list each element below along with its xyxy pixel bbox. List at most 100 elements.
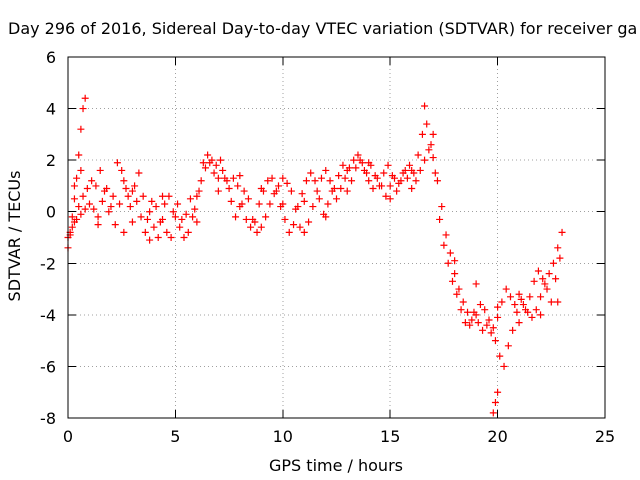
data-point: [227, 197, 235, 205]
data-point: [184, 228, 192, 236]
data-point: [466, 321, 474, 329]
data-point: [77, 125, 85, 133]
data-point: [455, 285, 463, 293]
data-point: [429, 130, 437, 138]
data-point: [75, 151, 83, 159]
data-point: [526, 293, 534, 301]
data-point: [275, 182, 283, 190]
data-point: [397, 177, 405, 185]
data-point: [180, 234, 188, 241]
data-point: [464, 308, 472, 316]
data-point: [212, 161, 220, 169]
data-point: [294, 203, 302, 211]
data-point: [105, 208, 113, 216]
data-point: [154, 234, 162, 241]
data-point: [494, 388, 502, 396]
data-point: [474, 319, 482, 327]
x-tick-label: 20: [487, 427, 507, 446]
data-point: [491, 337, 499, 345]
data-point: [425, 146, 433, 154]
data-point: [167, 234, 175, 241]
data-point: [427, 141, 435, 149]
data-point: [363, 169, 371, 177]
data-point: [165, 192, 173, 200]
data-point: [506, 293, 514, 301]
data-point: [554, 298, 562, 306]
data-point: [296, 223, 304, 231]
data-point: [234, 182, 242, 190]
data-point: [225, 185, 233, 193]
data-point: [281, 215, 289, 223]
data-point: [146, 208, 154, 216]
data-point: [461, 319, 469, 327]
data-point: [98, 197, 106, 205]
data-point: [268, 174, 276, 182]
data-point: [498, 298, 506, 306]
data-point: [547, 298, 555, 306]
data-point: [186, 195, 194, 203]
data-point: [128, 218, 136, 226]
data-point: [193, 218, 201, 226]
data-point: [311, 177, 319, 185]
data-point: [92, 182, 100, 190]
data-point: [70, 195, 78, 203]
data-point: [545, 270, 553, 278]
data-point: [79, 105, 87, 113]
data-point: [229, 174, 237, 182]
data-point: [384, 161, 392, 169]
data-point: [148, 197, 156, 205]
data-point: [272, 187, 280, 195]
data-point: [73, 174, 81, 182]
data-point: [111, 221, 119, 229]
data-point: [242, 215, 250, 223]
data-point: [68, 223, 76, 231]
data-point: [70, 182, 78, 190]
data-point: [322, 166, 330, 174]
x-tick-label: 5: [170, 427, 180, 446]
data-point: [528, 313, 536, 321]
data-point: [195, 187, 203, 195]
data-point: [305, 218, 313, 226]
data-point: [429, 154, 437, 162]
data-point: [126, 203, 134, 211]
data-point: [109, 192, 117, 200]
data-point: [552, 275, 560, 283]
data-point: [489, 324, 497, 332]
data-point: [539, 275, 547, 283]
data-point: [494, 303, 502, 311]
data-point: [94, 221, 102, 229]
y-tick-label: -6: [40, 357, 56, 376]
data-point: [313, 187, 321, 195]
data-point: [371, 172, 379, 180]
data-point: [438, 203, 446, 211]
y-tick-label: 4: [46, 100, 56, 119]
x-tick-label: 10: [273, 427, 293, 446]
data-point: [494, 313, 502, 321]
data-point: [421, 102, 429, 110]
data-point: [283, 179, 291, 187]
data-point: [201, 164, 209, 172]
data-point: [393, 187, 401, 195]
data-point: [118, 166, 126, 174]
y-tick-label: -4: [40, 306, 56, 325]
data-point: [287, 187, 295, 195]
data-point: [515, 290, 523, 298]
data-point: [133, 197, 141, 205]
data-point: [496, 352, 504, 360]
data-point: [79, 192, 87, 200]
data-point: [236, 172, 244, 180]
data-point: [264, 177, 272, 185]
grid-lines: [68, 57, 605, 418]
data-point: [315, 195, 323, 203]
data-point: [116, 200, 124, 208]
data-point: [122, 185, 130, 193]
axis-ticks: 0 5 10 15 20 25 -8 -6 -4 -2 0 2 4 6: [40, 48, 615, 446]
data-point: [511, 301, 519, 309]
data-point: [489, 409, 497, 417]
data-point: [517, 295, 525, 303]
data-point: [279, 174, 287, 182]
data-point: [232, 213, 240, 221]
x-tick-label: 25: [595, 427, 615, 446]
y-tick-label: 2: [46, 151, 56, 170]
